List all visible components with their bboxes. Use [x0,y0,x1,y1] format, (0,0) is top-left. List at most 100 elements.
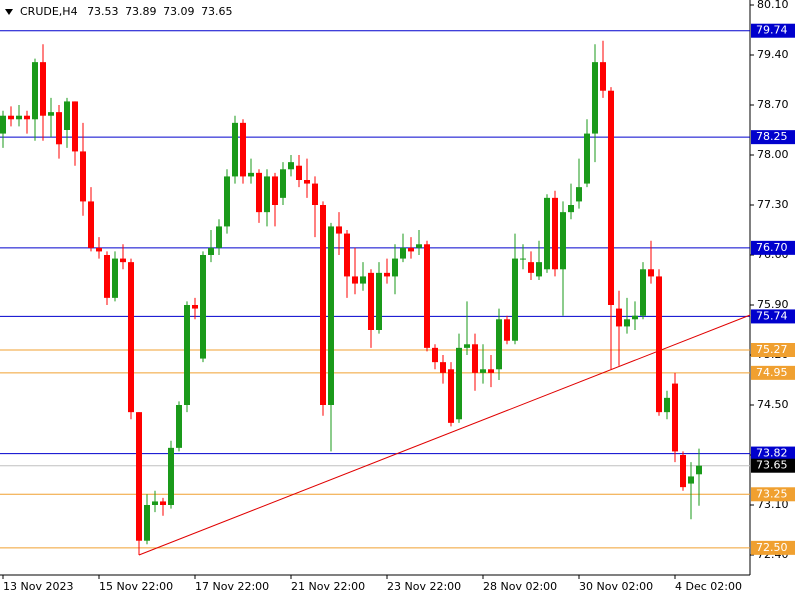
candle-body [488,369,494,373]
candle-body [648,269,654,277]
candle-body [40,62,46,116]
level-label: 73.82 [756,447,788,460]
candle-body [168,447,174,505]
candle-body [392,258,398,277]
candle-body [296,165,302,180]
candle-body [0,115,6,134]
candle-body [128,262,134,413]
candle-body [568,205,574,213]
header: CRUDE,H4 73.53 73.89 73.09 73.65 [20,5,233,18]
candle-body [496,319,502,370]
candle-body [384,272,390,277]
y-tick-label: 78.70 [757,98,789,111]
y-tick-label: 78.00 [757,148,789,161]
candle-body [512,258,518,341]
candle-body [56,112,62,145]
candle-body [152,501,158,505]
candle-body [184,305,190,405]
candle-body [544,197,550,270]
candle-body [72,101,78,152]
candle-body [480,369,486,373]
level-label: 78.25 [756,130,788,143]
candle-body [112,258,118,298]
level-label: 76.70 [756,241,788,254]
candle-body [48,112,54,116]
candle-body [520,258,526,260]
candle-body [96,247,102,252]
candle-body [640,269,646,316]
level-label: 79.74 [756,24,788,37]
candle-body [424,244,430,348]
candle-body [632,315,638,320]
candle-body [360,276,366,284]
level-label: 73.25 [756,487,788,500]
candle-body [408,247,414,252]
header-low: 73.09 [163,5,195,18]
level-label-box [751,365,795,380]
x-tick-label: 23 Nov 22:00 [387,580,461,593]
candle-body [240,122,246,177]
x-tick-label: 30 Nov 02:00 [579,580,653,593]
x-tick-label: 15 Nov 22:00 [99,580,173,593]
candle-body [552,197,558,270]
candle-body [176,405,182,448]
candle-body [232,122,238,177]
y-tick-label: 75.90 [757,298,789,311]
x-tick-label: 4 Dec 02:00 [675,580,742,593]
header-close: 73.65 [201,5,233,18]
candle-body [120,258,126,263]
candle-body [432,347,438,363]
candle-body [224,176,230,227]
candle-body [264,176,270,213]
candle-body [256,172,262,213]
y-tick-label: 77.30 [757,198,789,211]
x-tick-label: 21 Nov 22:00 [291,580,365,593]
x-tick-label: 13 Nov 2023 [3,580,73,593]
menu-arrow[interactable] [5,9,13,15]
candle-body [368,272,374,330]
candle-body [216,226,222,248]
candle-body [344,233,350,277]
candle-body [376,272,382,330]
candle-body [448,369,454,423]
candle-body [200,255,206,359]
trendline [138,314,751,556]
level-label-box [751,240,795,255]
candle-body [16,115,22,120]
y-tick-label: 79.40 [757,48,789,61]
header-high: 73.89 [125,5,157,18]
level-label-box [751,343,795,357]
candle-body [24,115,30,120]
candle-body [584,133,590,184]
candle-body [528,262,534,273]
candle-body [160,501,166,505]
candle-body [464,344,470,348]
level-label-box [751,130,795,145]
candle-body [8,115,14,120]
candle-body [328,226,334,405]
x-tick-label: 28 Nov 02:00 [483,580,557,593]
level-label-box [751,540,795,555]
candle-body [560,212,566,270]
candle-body [688,476,694,484]
level-label: 75.27 [756,343,788,356]
candle-body [456,347,462,420]
level-label-box [751,487,795,502]
candle-body [440,362,446,373]
candle-body [304,180,310,184]
candle-body [504,319,510,341]
current-price-label: 73.65 [756,459,788,472]
y-tick-label: 74.50 [757,398,789,411]
candle-body [608,90,614,305]
candle-body [672,383,678,452]
candle-body [88,201,94,248]
level-label-box [751,23,795,38]
candle-body [192,305,198,309]
candle-body [80,151,86,202]
candle-body [280,169,286,198]
candle-body [400,247,406,259]
candle-body [144,505,150,541]
candle-body [592,62,598,134]
